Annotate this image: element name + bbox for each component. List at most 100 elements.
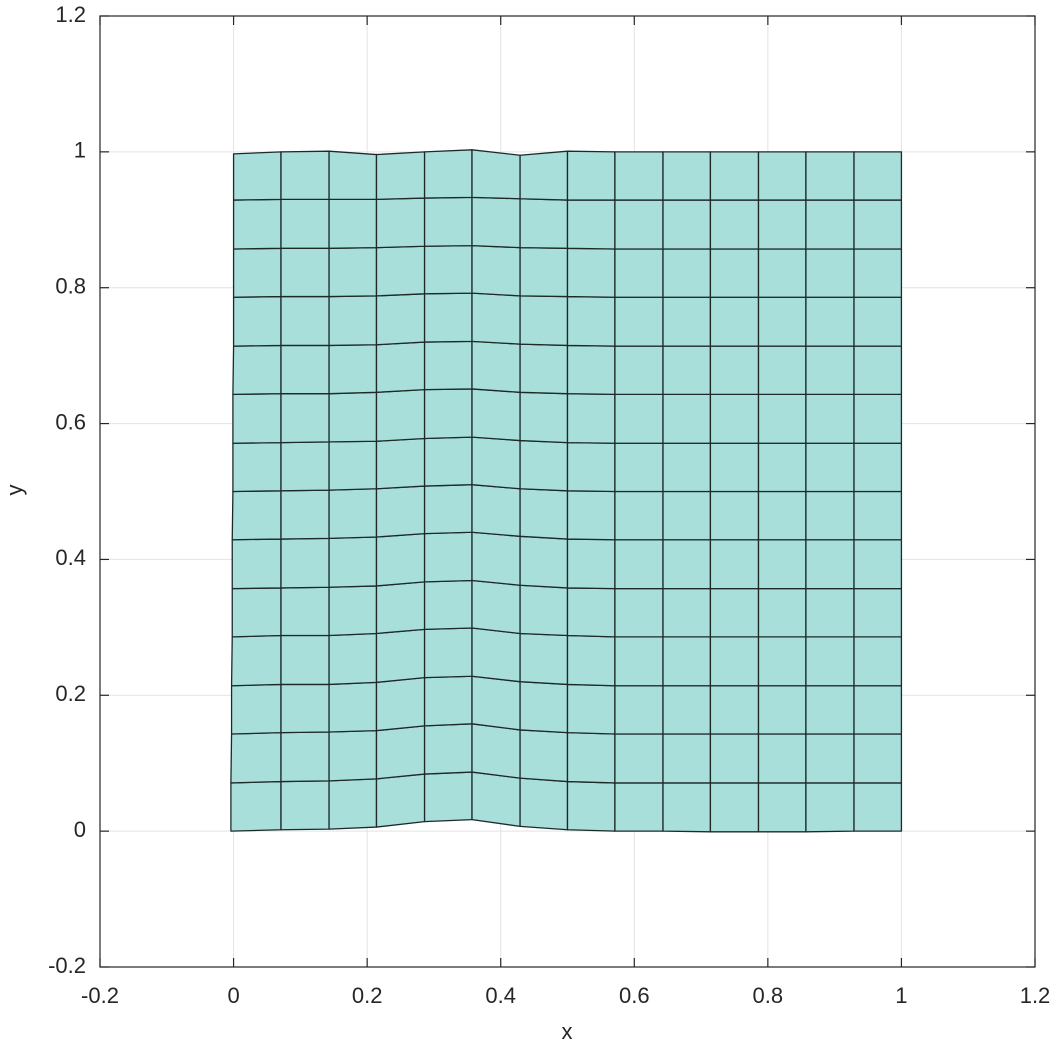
mesh-cell: [328, 536, 378, 588]
mesh-cell: [328, 632, 378, 686]
mesh-cell: [375, 532, 426, 587]
mesh-cell: [853, 393, 903, 444]
mesh-cell: [471, 484, 521, 537]
mesh-cell: [375, 151, 426, 201]
mesh-cell: [566, 780, 616, 832]
mesh-cell: [328, 778, 378, 830]
mesh-cell: [280, 537, 330, 589]
y-tick-label: 0.8: [55, 274, 86, 299]
mesh-cell: [280, 344, 330, 395]
mesh-cell: [805, 636, 855, 687]
mesh-cell: [566, 538, 616, 590]
mesh-cell: [614, 733, 664, 784]
mesh-cell: [614, 685, 664, 735]
mesh-cell: [566, 587, 616, 638]
mesh-cell: [471, 723, 521, 779]
mesh-cell: [853, 685, 903, 735]
mesh-cell: [662, 296, 712, 347]
mesh-cell: [566, 199, 616, 250]
mesh-cell: [375, 388, 426, 442]
mesh-cell: [757, 248, 807, 298]
mesh-cell: [662, 442, 712, 493]
mesh-cell: [805, 345, 855, 396]
mesh-cell: [423, 436, 473, 487]
mesh-cell: [709, 442, 760, 493]
mesh-cell: [757, 685, 807, 735]
mesh-cell: [662, 587, 712, 638]
mesh-cell: [757, 587, 807, 638]
mesh-cell: [280, 393, 330, 444]
mesh-cell: [805, 539, 855, 590]
mesh-cell: [230, 683, 282, 735]
mesh-cell: [328, 391, 378, 443]
mesh-cell: [423, 292, 473, 343]
mesh-cell: [614, 442, 664, 493]
mesh-cell: [662, 248, 712, 298]
mesh-cell: [519, 488, 569, 540]
mesh-cell: [375, 437, 426, 490]
mesh-cell: [519, 391, 569, 444]
mesh-cell: [709, 685, 760, 735]
mesh-cell: [662, 636, 712, 687]
mesh-cell: [375, 628, 426, 684]
mesh-cell: [566, 731, 616, 784]
mesh-cell: [423, 579, 473, 631]
mesh-cell: [757, 296, 807, 347]
y-tick-label: 1.2: [55, 2, 86, 27]
mesh-cell: [757, 151, 807, 201]
mesh-cell: [519, 150, 569, 201]
mesh-cell: [328, 681, 378, 733]
mesh-cell: [709, 539, 760, 590]
mesh-cell: [423, 484, 473, 535]
mesh-cell: [805, 296, 855, 347]
mesh-cell: [853, 345, 903, 396]
mesh-cell: [375, 725, 426, 780]
mesh-cell: [471, 771, 521, 828]
mesh-cell: [375, 245, 426, 297]
mesh-cell: [519, 729, 569, 783]
mesh-cell: [614, 587, 664, 638]
mesh-cell: [230, 731, 282, 784]
mesh-cell: [566, 393, 616, 444]
mesh-cell: [280, 150, 330, 201]
x-tick-label: 1.2: [1020, 983, 1051, 1008]
mesh-cell: [709, 296, 760, 347]
mesh-cell: [566, 344, 616, 396]
mesh-cell: [662, 199, 712, 250]
mesh-cell: [328, 198, 378, 249]
mesh-cell: [231, 490, 282, 541]
mesh-cell: [375, 197, 426, 249]
mesh-cell: [566, 247, 616, 298]
mesh-cell: [328, 150, 378, 201]
mesh-cell: [757, 782, 807, 833]
mesh-cell: [280, 683, 330, 734]
y-tick-label: 1: [74, 138, 86, 163]
mesh-cell: [328, 344, 378, 395]
mesh-cell: [614, 782, 664, 832]
mesh-cell: [614, 199, 664, 250]
mesh-cell: [805, 199, 855, 250]
mesh-cell: [375, 581, 426, 635]
mesh-cell: [853, 539, 903, 590]
mesh-cell: [757, 490, 807, 541]
mesh-cell: [471, 244, 521, 297]
mesh-cell: [471, 531, 521, 586]
mesh-cell: [423, 149, 473, 199]
mesh-cell: [614, 345, 664, 396]
mesh-cell: [757, 199, 807, 250]
mesh-cell: [853, 782, 903, 832]
axes-box: [99, 15, 1036, 968]
x-tick-label: -0.2: [81, 983, 119, 1008]
mesh-cell: [853, 490, 903, 541]
mesh-cell: [519, 777, 569, 831]
mesh-cell: [232, 247, 282, 298]
mesh-cell: [519, 343, 569, 395]
mesh-cell: [853, 587, 903, 638]
mesh-cell: [328, 729, 378, 782]
mesh-cell: [280, 780, 330, 831]
mesh-cell: [662, 490, 712, 541]
mesh-cell: [471, 436, 521, 490]
mesh-cell: [853, 296, 903, 347]
mesh-cell: [853, 199, 903, 250]
